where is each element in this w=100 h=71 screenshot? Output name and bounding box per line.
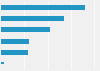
Bar [1, 62, 4, 64]
Bar [1, 50, 28, 55]
Bar [1, 27, 50, 32]
Bar [1, 16, 64, 21]
Bar [1, 5, 85, 10]
Bar [1, 39, 29, 44]
